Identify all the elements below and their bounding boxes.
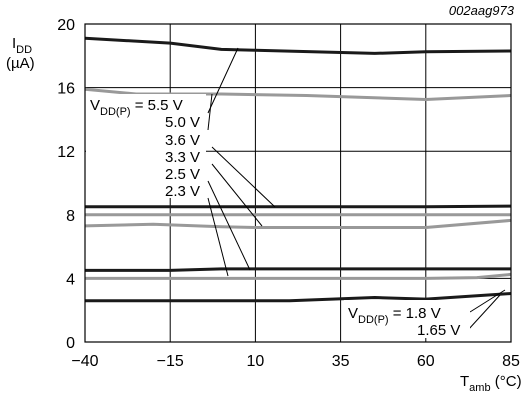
y-tick-label: 8 bbox=[66, 208, 75, 225]
series-line-2-3-V bbox=[85, 267, 511, 272]
y-axis-unit: (µA) bbox=[6, 55, 35, 72]
annotation-top-background bbox=[86, 94, 206, 198]
annotation-3-6v: 3.6 V bbox=[165, 132, 200, 149]
series-line-2-5-V bbox=[84, 218, 512, 229]
leader-line bbox=[207, 197, 229, 277]
series-line-3-6-V bbox=[85, 204, 512, 209]
y-tick-label: 20 bbox=[57, 17, 75, 34]
x-tick-label: 10 bbox=[247, 353, 265, 370]
x-tick-label: 60 bbox=[417, 353, 435, 370]
y-tick-label: 4 bbox=[66, 271, 75, 288]
series-line-5-0-V bbox=[84, 87, 512, 101]
figure-id: 002aag973 bbox=[449, 3, 515, 18]
x-tick-label: 35 bbox=[332, 353, 350, 370]
y-tick-label: 0 bbox=[66, 335, 75, 352]
leader-line bbox=[207, 47, 239, 114]
annotation-bottom-background bbox=[344, 300, 470, 338]
x-tick-label: −15 bbox=[157, 353, 184, 370]
leader-line bbox=[467, 294, 501, 331]
annotation-2-3v: 2.3 V bbox=[165, 183, 200, 200]
x-tick-label: −40 bbox=[71, 353, 98, 370]
y-tick-label: 12 bbox=[57, 144, 75, 161]
plot-frame bbox=[84, 23, 512, 343]
series-line-1-65-V bbox=[85, 292, 512, 303]
x-axis-label: Tamb (°C) bbox=[460, 373, 522, 394]
annotation-5-0v: 5.0 V bbox=[165, 114, 200, 131]
annotation-3-3v: 3.3 V bbox=[165, 149, 200, 166]
y-tick-labels: 0 4 8 12 16 20 bbox=[57, 17, 75, 352]
annotation-vddp-1-8v: VDD(P) = 1.8 V bbox=[348, 305, 441, 326]
series-lines bbox=[84, 36, 512, 303]
series-line-5-5-V bbox=[84, 36, 512, 55]
y-axis-label: IDD bbox=[12, 35, 32, 56]
annotation-vddp-5-5v: VDD(P) = 5.5 V bbox=[90, 97, 183, 118]
series-line-1-8-V bbox=[85, 272, 512, 280]
leader-line bbox=[469, 289, 506, 313]
x-tick-labels: −40 −15 10 35 60 85 bbox=[71, 353, 520, 370]
leader-lines bbox=[207, 47, 506, 331]
annotation-1-65v: 1.65 V bbox=[417, 322, 460, 339]
annotation-2-5v: 2.5 V bbox=[165, 166, 200, 183]
leader-line bbox=[207, 180, 251, 271]
leader-line bbox=[211, 146, 276, 208]
leader-line bbox=[211, 163, 263, 227]
leader-line bbox=[207, 93, 213, 131]
y-tick-label: 16 bbox=[57, 81, 75, 98]
x-tick-label: 85 bbox=[502, 353, 520, 370]
